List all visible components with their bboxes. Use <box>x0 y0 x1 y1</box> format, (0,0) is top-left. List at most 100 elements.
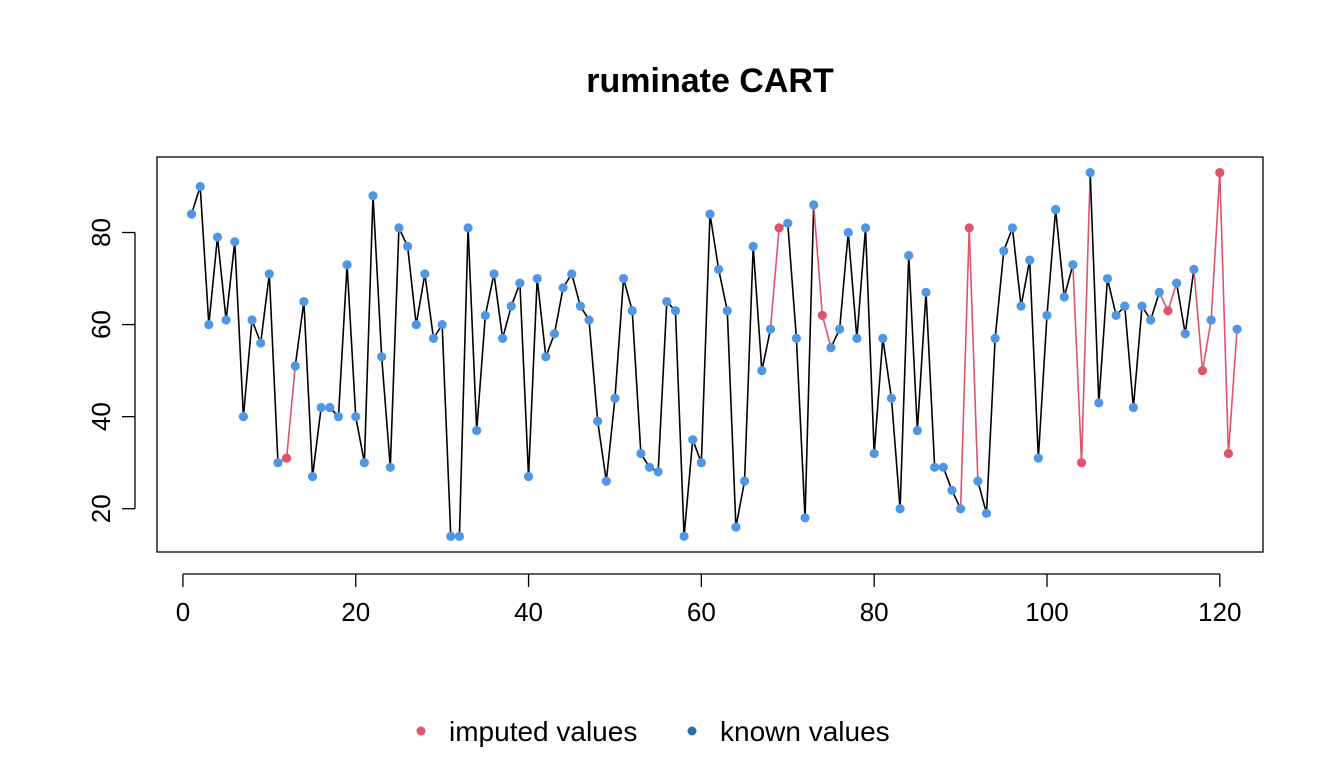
known-point <box>670 306 681 316</box>
known-line-segment <box>1037 315 1048 459</box>
imputed-line-segment <box>1167 282 1178 312</box>
known-point <box>567 269 577 279</box>
known-point <box>1016 301 1026 311</box>
known-line-segment <box>614 278 625 399</box>
known-point <box>696 458 706 468</box>
imputed-point <box>1197 366 1208 376</box>
known-point <box>1146 315 1156 325</box>
known-point <box>1111 310 1121 320</box>
known-point <box>662 296 672 307</box>
known-point <box>904 250 914 261</box>
known-point <box>593 416 603 426</box>
known-line-segment <box>493 273 504 339</box>
known-line-segment <box>389 227 400 468</box>
legend-marker-imputed <box>416 726 426 736</box>
imputed-line-segment <box>769 227 780 330</box>
imputed-line-segment <box>959 227 971 509</box>
imputed-point <box>817 310 827 320</box>
imputed-line-segment <box>1072 264 1083 463</box>
known-line-segment <box>337 264 348 417</box>
known-line-segment <box>354 416 366 463</box>
known-line-segment <box>838 232 850 330</box>
known-line-segment <box>847 232 858 339</box>
known-point <box>532 273 542 284</box>
known-line-segment <box>570 273 582 307</box>
known-point <box>878 333 888 343</box>
known-point <box>688 435 698 445</box>
x-tick-label: 120 <box>1198 597 1241 627</box>
known-point <box>446 531 456 541</box>
axes: 0 20 40 60 80 100 120 20 40 60 80 <box>86 218 1241 627</box>
known-point <box>368 191 378 201</box>
known-point <box>1085 168 1095 178</box>
known-point <box>1042 310 1052 320</box>
imputed-line-segment <box>1227 329 1238 454</box>
legend-label-imputed: imputed values <box>449 716 637 747</box>
x-tick-label: 60 <box>687 597 716 627</box>
imputed-point <box>282 453 292 463</box>
known-point <box>765 324 776 334</box>
known-point <box>938 462 948 472</box>
known-point <box>653 467 663 477</box>
known-point <box>912 425 922 436</box>
known-point <box>610 393 620 403</box>
known-line-segment <box>743 246 755 482</box>
known-point <box>1189 264 1199 274</box>
y-tick-label: 60 <box>86 310 116 339</box>
known-line-segment <box>882 338 893 399</box>
known-point <box>290 361 300 371</box>
known-line-segment <box>536 278 547 357</box>
known-point <box>1128 402 1138 413</box>
known-point <box>463 223 473 233</box>
imputed-line-segment <box>1201 319 1212 371</box>
known-line-segment <box>726 310 737 528</box>
known-line-segment <box>406 246 418 325</box>
known-point <box>359 458 369 468</box>
known-line-segment <box>907 255 919 431</box>
x-tick-label: 80 <box>860 597 889 627</box>
known-line-segment <box>994 250 1005 339</box>
known-line-segment <box>674 310 685 537</box>
known-line-segment <box>752 246 763 371</box>
known-line-segment <box>804 204 815 518</box>
known-line-segment <box>1089 172 1100 403</box>
known-point <box>428 333 439 343</box>
known-line-segment <box>588 319 599 422</box>
y-tick-label: 80 <box>86 218 116 247</box>
known-line-segment <box>380 356 392 468</box>
known-point <box>256 338 266 348</box>
known-point <box>385 462 395 472</box>
known-point <box>1154 287 1164 297</box>
known-point <box>212 232 223 242</box>
known-point <box>714 264 724 274</box>
known-point <box>809 200 819 210</box>
imputed-line-segment <box>821 315 832 348</box>
imputed-line-segment <box>812 204 824 316</box>
legend-marker-known <box>687 726 697 736</box>
known-line-segment <box>216 237 227 321</box>
series-points <box>186 168 1242 541</box>
known-line-segment <box>501 305 513 339</box>
known-line-segment <box>553 287 564 334</box>
x-tick-label: 40 <box>514 597 543 627</box>
known-point <box>333 412 344 422</box>
known-point <box>886 393 897 403</box>
known-line-segment <box>467 227 478 431</box>
known-point <box>835 324 845 334</box>
known-point <box>195 181 205 192</box>
known-point <box>489 269 499 279</box>
known-point <box>1025 255 1035 265</box>
known-line-segment <box>1175 283 1187 334</box>
known-line-segment <box>233 241 245 417</box>
x-tick-label: 20 <box>341 597 370 627</box>
known-line-segment <box>622 278 634 311</box>
known-point <box>273 458 283 468</box>
known-line-segment <box>294 301 305 367</box>
known-line-segment <box>199 186 210 325</box>
known-point <box>506 301 516 311</box>
known-line-segment <box>890 398 901 509</box>
known-line-segment <box>208 237 219 325</box>
known-line-segment <box>1123 306 1135 408</box>
known-point <box>947 485 957 495</box>
